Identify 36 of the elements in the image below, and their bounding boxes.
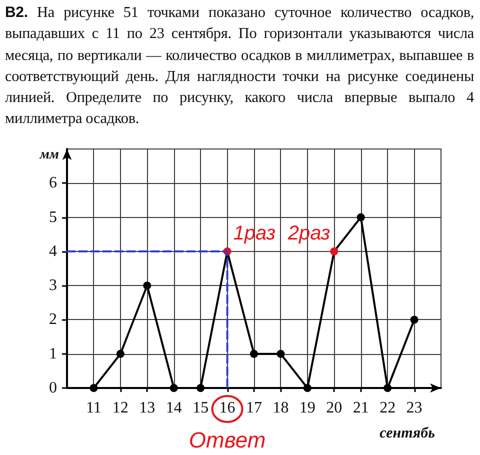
- point: [90, 384, 98, 392]
- point: [250, 350, 258, 358]
- y-tick-label: 0: [49, 380, 57, 396]
- x-axis-title: сентябь: [380, 426, 436, 442]
- point: [116, 350, 124, 358]
- x-tick-label: 21: [352, 400, 369, 416]
- chart-title: В2.: [5, 4, 28, 21]
- point: [143, 282, 152, 290]
- y-tick-label: 1: [49, 345, 57, 362]
- x-tick-label: 11: [86, 400, 102, 416]
- x-tick-label: 19: [299, 400, 316, 416]
- x-tick-label: 17: [246, 400, 262, 416]
- x-tick-label: 13: [139, 400, 156, 416]
- x-tick-label: 14: [166, 400, 182, 416]
- point: [303, 384, 312, 392]
- x-tick-label: 23: [406, 400, 422, 416]
- x-tick-label: 16: [219, 400, 236, 416]
- point: [330, 247, 338, 256]
- point: [410, 316, 418, 324]
- y-tick-label: 5: [49, 208, 57, 226]
- point: [170, 384, 178, 392]
- point: [356, 213, 365, 222]
- x-tick-label: 15: [192, 400, 209, 416]
- x-tick-label: 18: [272, 400, 289, 416]
- point: [196, 384, 205, 392]
- point: [276, 350, 285, 358]
- x-tick-label: 12: [112, 400, 128, 416]
- x-tick-label: 22: [380, 400, 396, 416]
- text: Ответ: [188, 428, 266, 452]
- y-tick-label: 6: [49, 174, 57, 192]
- y-tick-label: 4: [49, 242, 57, 260]
- y-tick-label: 3: [49, 277, 57, 294]
- y-tick-label: 2: [49, 311, 57, 328]
- x-tick-label: 20: [326, 400, 342, 416]
- y-axis-title: мм: [38, 148, 60, 162]
- point: [384, 384, 392, 392]
